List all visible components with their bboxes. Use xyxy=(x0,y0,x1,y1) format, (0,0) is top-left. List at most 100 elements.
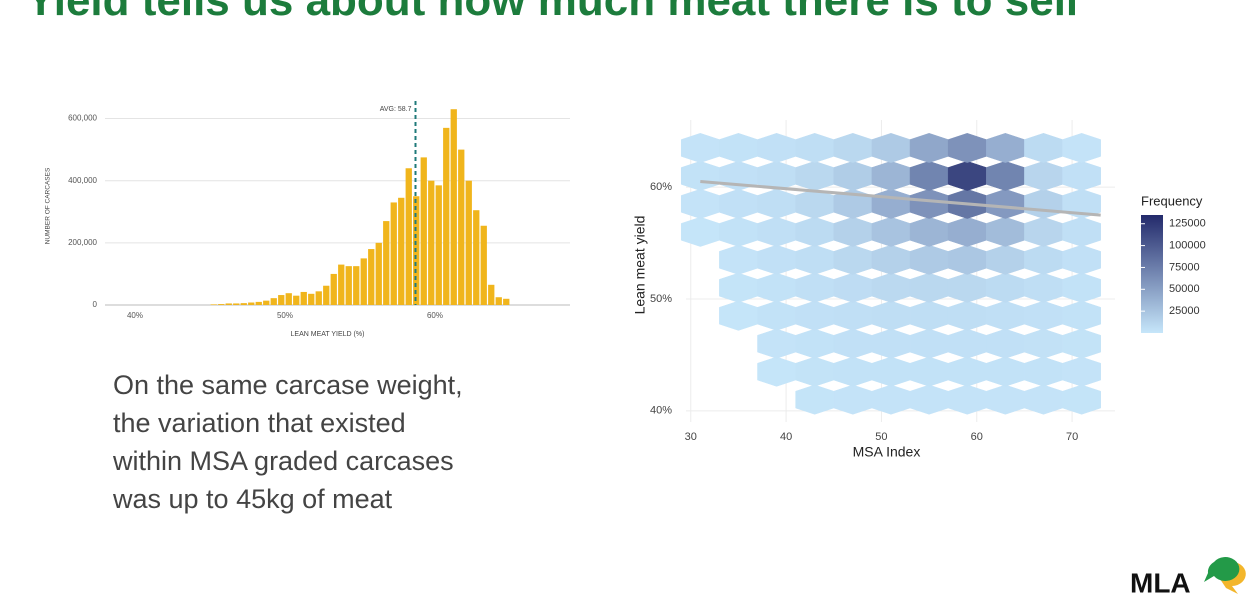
bar xyxy=(293,295,300,305)
hex-cell xyxy=(833,356,873,387)
colorbar-tick-label: 125000 xyxy=(1169,218,1206,230)
hex-cell xyxy=(909,133,949,163)
hex-cell xyxy=(1024,384,1063,415)
colorbar-tick-label: 50000 xyxy=(1169,283,1200,295)
hex-cell xyxy=(1024,272,1063,303)
hex-cell xyxy=(680,133,720,163)
hex-cell xyxy=(1062,328,1101,359)
body-line: was up to 45kg of meat xyxy=(113,484,393,514)
bar xyxy=(240,303,247,305)
hex-cell xyxy=(871,272,911,303)
hex-cell xyxy=(757,328,796,359)
hex-cell xyxy=(833,244,873,275)
hex-cell xyxy=(871,160,911,191)
bar xyxy=(435,185,442,305)
bar xyxy=(285,293,292,305)
hex-cell xyxy=(871,328,911,359)
logo-bubble xyxy=(1204,557,1240,582)
hex-cell xyxy=(719,300,758,331)
hex-cell xyxy=(986,244,1025,275)
bar xyxy=(420,157,427,305)
hex-cell xyxy=(986,133,1025,163)
hex-cell xyxy=(1062,216,1101,247)
hex-cell xyxy=(833,160,873,191)
trend-line xyxy=(700,180,1101,217)
hex-cell xyxy=(909,356,949,387)
bar xyxy=(428,180,435,305)
bar xyxy=(225,303,232,305)
hex-cell xyxy=(871,133,911,163)
body-line: On the same carcase weight, xyxy=(113,370,463,400)
slide-title: Yield tells us about how much meat there… xyxy=(26,0,1079,25)
y-tick-label: 60% xyxy=(650,181,672,193)
bar xyxy=(398,197,405,305)
bar xyxy=(330,273,337,305)
x-tick-label: 40 xyxy=(780,431,792,443)
y-axis-label: Lean meat yield xyxy=(632,216,648,315)
bar xyxy=(323,285,330,305)
hex-cell xyxy=(719,133,758,163)
x-tick-label: 30 xyxy=(685,431,697,443)
hex-cell xyxy=(909,216,949,247)
hex-cell xyxy=(1062,356,1101,387)
colorbar-tick-label: 100000 xyxy=(1169,239,1206,251)
hex-cell xyxy=(1062,244,1101,275)
bar xyxy=(218,304,225,305)
hex-cell xyxy=(795,356,835,387)
hex-cell xyxy=(1024,244,1063,275)
hex-cell xyxy=(757,216,796,247)
bar xyxy=(353,266,360,305)
hex-cell xyxy=(947,328,987,359)
x-tick-label: 40% xyxy=(127,311,143,320)
hex-cell xyxy=(871,188,911,219)
bar xyxy=(233,303,240,305)
bar xyxy=(488,284,495,305)
bar xyxy=(338,264,345,305)
hex-cell xyxy=(757,244,796,275)
bar xyxy=(450,109,457,305)
hex-cell xyxy=(947,216,987,247)
hex-cell xyxy=(909,384,949,415)
colorbar xyxy=(1141,215,1163,333)
bar xyxy=(300,291,307,305)
hex-cell xyxy=(833,133,873,163)
hex-cell xyxy=(986,188,1025,219)
hex-cell xyxy=(795,328,835,359)
hex-cell xyxy=(986,328,1025,359)
body-line: the variation that existed xyxy=(113,408,406,438)
hex-cell xyxy=(795,133,835,163)
bar xyxy=(473,210,480,305)
bar xyxy=(210,304,217,305)
bar xyxy=(278,295,285,305)
x-tick-label: 70 xyxy=(1066,431,1078,443)
hex-cell xyxy=(871,300,911,331)
hex-cell xyxy=(757,272,796,303)
bar xyxy=(405,168,412,305)
hex-cell xyxy=(757,133,796,163)
bar xyxy=(375,242,382,305)
hex-cell xyxy=(719,244,758,275)
hex-cell xyxy=(947,272,987,303)
hex-cell xyxy=(909,244,949,275)
hex-cell xyxy=(1024,188,1063,219)
hex-cell xyxy=(1024,300,1063,331)
hex-cell xyxy=(680,160,720,191)
x-tick-label: 60 xyxy=(971,431,983,443)
y-tick-label: 200,000 xyxy=(68,238,97,247)
bar xyxy=(270,298,277,305)
hex-cell xyxy=(757,300,796,331)
colorbar-tick-label: 25000 xyxy=(1169,305,1200,317)
hex-cell xyxy=(909,160,949,191)
x-axis-label: MSA Index xyxy=(853,444,921,460)
y-axis-label: NUMBER OF CARCASES xyxy=(45,167,52,244)
bar xyxy=(443,127,450,305)
bar xyxy=(465,180,472,305)
body-text: On the same carcase weight, the variatio… xyxy=(113,366,463,518)
bar xyxy=(503,298,510,305)
hex-cell xyxy=(680,188,720,219)
hex-cell xyxy=(871,216,911,247)
hex-cell xyxy=(1024,328,1063,359)
y-tick-label: 600,000 xyxy=(68,114,97,123)
